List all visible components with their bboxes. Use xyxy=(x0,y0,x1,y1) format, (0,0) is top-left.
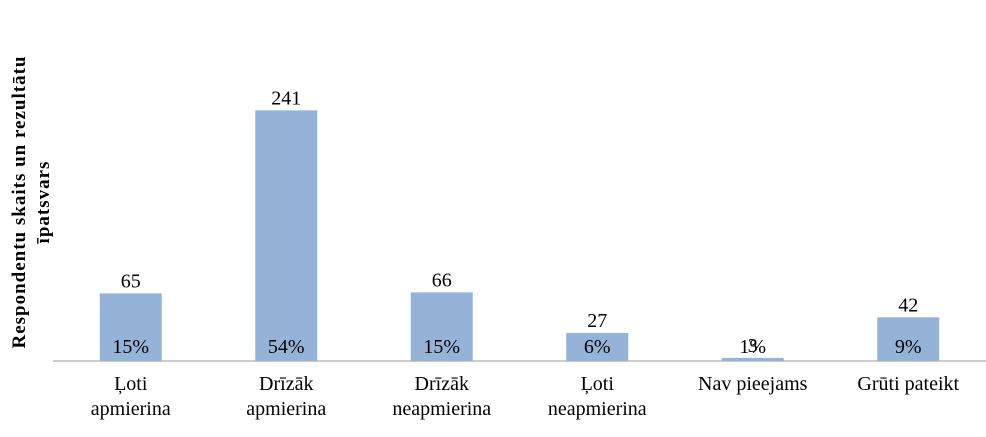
percent-label: 15% xyxy=(423,336,460,358)
value-label: 27 xyxy=(587,310,607,332)
x-tick-label: Drīzāk neapmierina xyxy=(392,373,492,420)
value-label: 3 xyxy=(748,335,758,357)
percent-label: 1% xyxy=(739,336,766,358)
x-tick-label: Ļoti neapmierina xyxy=(547,373,647,420)
x-tick-label: Drīzāk apmierina xyxy=(246,373,327,420)
y-axis-label: Respondentu skaits un rezultātu īpatsvar… xyxy=(9,55,54,349)
value-label: 66 xyxy=(432,269,452,291)
bar xyxy=(566,332,629,361)
value-label: 65 xyxy=(121,270,141,292)
x-tick-label: Ļoti apmierina xyxy=(90,373,171,420)
x-tick-label: Grūti pateikt xyxy=(857,373,960,395)
value-label: 42 xyxy=(898,294,918,316)
bar xyxy=(410,292,473,361)
bar xyxy=(99,293,162,361)
value-label: 241 xyxy=(271,87,301,109)
percent-label: 6% xyxy=(584,336,611,358)
percent-label: 9% xyxy=(895,336,922,358)
bar xyxy=(877,317,940,361)
percent-label: 54% xyxy=(268,336,305,358)
bar xyxy=(721,357,784,361)
percent-label: 15% xyxy=(112,336,149,358)
x-tick-label: Nav pieejams xyxy=(698,373,808,395)
bar xyxy=(255,110,318,361)
